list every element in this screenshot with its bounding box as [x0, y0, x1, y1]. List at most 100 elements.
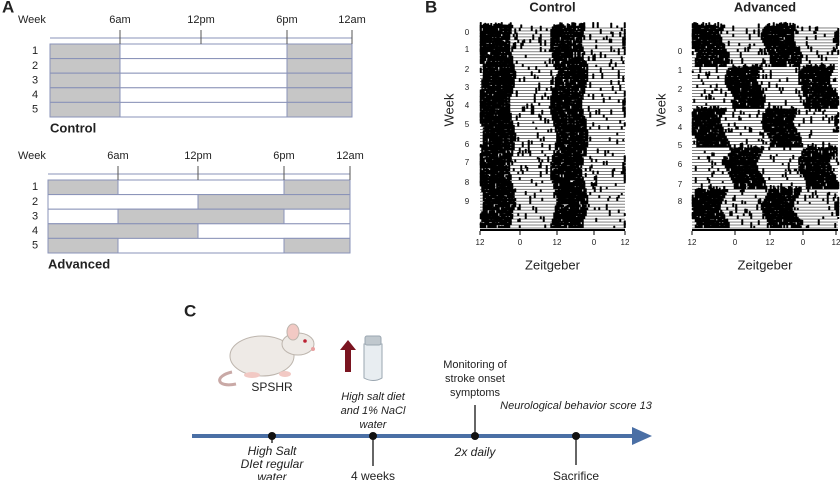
y-axis-label: Week: [441, 93, 456, 126]
time-label: 6am: [109, 14, 130, 26]
week-tick-label: 0: [678, 47, 683, 56]
event-above: Neurological behavior score 13: [500, 400, 653, 412]
x-axis-label: Zeitgeber: [738, 257, 794, 272]
week-header: Week: [18, 14, 46, 26]
activity-row: [692, 93, 840, 100]
dark-phase: [286, 101, 353, 118]
event-above: and 1% NaCl: [341, 405, 406, 417]
x-tick-label: 0: [518, 238, 523, 247]
panel-label: C: [184, 301, 196, 320]
activity-row: [692, 135, 838, 142]
activity-row: [480, 197, 625, 205]
week-tick-label: 0: [465, 28, 470, 37]
week-tick-label: 9: [465, 197, 470, 206]
activity-row: [692, 72, 838, 79]
activity-row: [479, 218, 626, 226]
dark-phase: [49, 43, 121, 60]
activity-row: [479, 93, 626, 100]
event-dot: [268, 432, 276, 440]
week-tick-label: 5: [678, 141, 683, 150]
dark-phase: [49, 101, 121, 118]
dark-phase: [286, 87, 353, 103]
time-label: 6pm: [273, 150, 294, 162]
activity-row: [479, 156, 626, 163]
dark-phase: [49, 87, 121, 103]
activity-row: [691, 126, 840, 133]
activity-row: [692, 186, 838, 193]
event-below: High Salt: [248, 444, 297, 458]
activity-row: [692, 45, 838, 53]
activity-row: [692, 183, 840, 190]
actogram-title: Advanced: [734, 0, 796, 14]
week-number: 4: [32, 225, 38, 237]
activity-row: [480, 123, 625, 130]
dark-phase: [47, 223, 199, 239]
activity-row: [480, 203, 625, 211]
time-label: 12am: [338, 14, 366, 26]
dark-phase: [283, 179, 351, 196]
time-label: 12pm: [184, 150, 212, 162]
panel-label: B: [425, 0, 437, 16]
week-number: 2: [32, 196, 38, 208]
event-below: 4 weeks: [351, 469, 395, 480]
activity-row: [692, 84, 838, 91]
week-tick-label: 7: [678, 180, 683, 189]
x-tick-label: 12: [688, 238, 697, 247]
dark-phase: [286, 43, 353, 60]
week-tick-label: 2: [678, 85, 683, 94]
dark-phase: [47, 179, 119, 196]
event-above: water: [360, 419, 388, 431]
actogram-title: Control: [529, 0, 575, 14]
activity-row: [692, 150, 838, 157]
event-dot: [471, 432, 479, 440]
dark-phase: [286, 72, 353, 89]
activity-row: [691, 39, 840, 47]
week-tick-label: 3: [465, 83, 470, 92]
dark-phase: [197, 194, 351, 210]
x-axis-label: Zeitgeber: [525, 257, 581, 272]
subject-label: SPSHR: [251, 380, 293, 394]
time-label: 6pm: [276, 14, 297, 26]
y-axis-label: Week: [653, 93, 668, 126]
activity-row: [479, 174, 626, 181]
event-below: 2x daily: [454, 445, 497, 459]
week-header: Week: [18, 150, 46, 162]
week-tick-label: 4: [465, 101, 470, 110]
dark-phase: [47, 237, 119, 254]
event-dot: [369, 432, 377, 440]
activity-row: [480, 191, 625, 199]
schedule-title: Control: [50, 120, 96, 135]
event-above: symptoms: [450, 387, 501, 399]
schedule-title: Advanced: [48, 256, 110, 271]
x-tick-label: 12: [832, 238, 840, 247]
week-tick-label: 4: [678, 123, 683, 132]
event-below: Sacrifice: [553, 469, 599, 480]
week-number: 5: [32, 104, 38, 116]
event-above: stroke onset: [445, 373, 505, 385]
week-number: 1: [32, 181, 38, 193]
dark-phase: [283, 237, 351, 254]
event-above: Monitoring of: [443, 359, 508, 371]
week-tick-label: 2: [465, 65, 470, 74]
week-tick-label: 7: [465, 158, 470, 167]
week-number: 2: [32, 60, 38, 72]
activity-row: [692, 102, 838, 109]
week-tick-label: 8: [465, 178, 470, 187]
week-number: 3: [32, 210, 38, 222]
event-below: water: [257, 470, 287, 480]
activity-row: [691, 209, 840, 217]
x-tick-label: 0: [733, 238, 738, 247]
activity-row: [692, 57, 838, 65]
rat-icon: [218, 323, 315, 387]
activity-row: [692, 153, 838, 160]
event-above: High salt diet: [341, 391, 406, 403]
event-dot: [572, 432, 580, 440]
x-tick-label: 12: [766, 238, 775, 247]
activity-row: [692, 141, 838, 148]
time-label: 12am: [336, 150, 364, 162]
salt-icon: [340, 335, 383, 381]
activity-row: [692, 60, 838, 68]
activity-row: [692, 99, 840, 106]
